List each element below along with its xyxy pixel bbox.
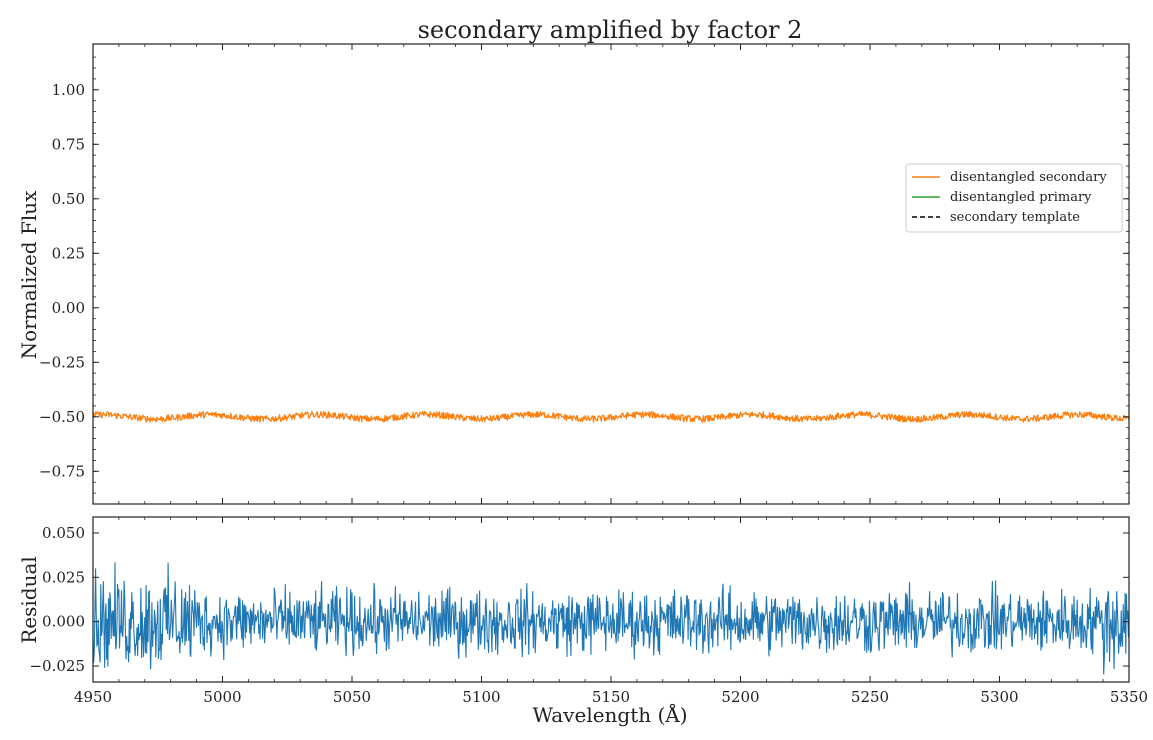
- top-y-tick-label: 1.00: [52, 81, 85, 99]
- bottom-y-tick-label: 0.000: [42, 613, 85, 631]
- x-tick-label: 5100: [462, 688, 500, 706]
- x-tick-label: 4950: [74, 688, 112, 706]
- top-y-tick-label: 0.75: [52, 135, 85, 153]
- bottom-y-tick-label: 0.050: [42, 524, 85, 542]
- residual-series-line: [92, 562, 1130, 675]
- bottom-panel: 0.050 0.025 0.000 −0.025 4950 5000 5050 5100 51…: [17, 44, 1148, 727]
- top-plot-frame: [92, 43, 1130, 505]
- x-axis-label: Wavelength (Å): [532, 702, 687, 727]
- top-y-tick-label: −0.50: [39, 408, 85, 426]
- bottom-plot-frame: [92, 516, 1130, 683]
- top-series-lines: [92, 410, 1130, 423]
- bottom-y-ticks: 0.050 0.025 0.000 −0.025: [29, 524, 1129, 675]
- x-tick-label: 5000: [203, 688, 241, 706]
- legend-label-secondary: disentangled secondary: [950, 170, 1107, 185]
- x-tick-label: 5250: [851, 688, 889, 706]
- top-y-tick-label: −0.75: [39, 462, 85, 480]
- x-tick-label: 5050: [333, 688, 371, 706]
- x-tick-label: 5150: [592, 688, 630, 706]
- x-tick-label: 5300: [980, 688, 1018, 706]
- top-panel: 1.00 0.75 0.50 0.25 0.00 −0.25 −0.50 −0.75 Norm…: [17, 43, 1130, 505]
- x-tick-label: 5350: [1110, 688, 1148, 706]
- legend-label-template: secondary template: [950, 210, 1080, 225]
- bottom-y-tick-label: −0.025: [29, 657, 85, 675]
- legend-box: [905, 163, 1123, 233]
- top-y-tick-label: 0.50: [52, 190, 85, 208]
- legend-label-primary: disentangled primary: [950, 190, 1092, 205]
- top-y-ticks: 1.00 0.75 0.50 0.25 0.00 −0.25 −0.50 −0.75: [39, 56, 1129, 494]
- top-y-tick-label: 0.25: [52, 244, 85, 262]
- bottom-y-axis-label: Residual: [17, 556, 41, 644]
- top-y-tick-label: −0.25: [39, 353, 85, 371]
- legend: disentangled secondary disentangled prim…: [905, 163, 1123, 233]
- residual-line: [92, 562, 1130, 675]
- x-tick-label: 5200: [721, 688, 759, 706]
- top-y-tick-label: 0.00: [52, 299, 85, 317]
- disentangled-secondary-line: [92, 410, 1130, 423]
- bottom-y-tick-label: 0.025: [42, 568, 85, 586]
- x-axis-ticks: 4950 5000 5050 5100 5150 5200 5250 5300 5350: [74, 44, 1148, 706]
- chart-title: secondary amplified by factor 2: [418, 16, 803, 44]
- top-y-axis-label: Normalized Flux: [17, 190, 41, 359]
